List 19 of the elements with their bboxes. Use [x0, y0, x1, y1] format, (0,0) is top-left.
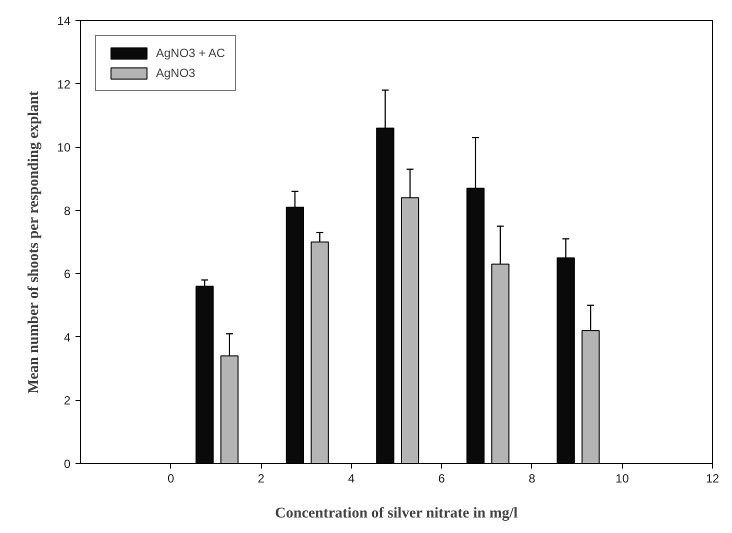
y-tick-label: 14	[57, 14, 71, 28]
x-axis-title: Concentration of silver nitrate in mg/l	[275, 506, 518, 522]
y-tick-label: 6	[64, 267, 71, 282]
x-tick-label: 10	[616, 472, 630, 486]
x-tick-label: 4	[348, 472, 356, 486]
y-tick-label: 4	[64, 330, 71, 344]
y-tick-label: 10	[57, 140, 71, 155]
y-tick-label: 12	[57, 77, 71, 92]
x-tick-label: 12	[706, 472, 720, 486]
x-tick-label: 8	[528, 472, 536, 486]
x-tick-label: 0	[167, 472, 174, 486]
y-axis-title: Mean number of shoots per responding explant	[26, 90, 42, 394]
y-tick-label: 8	[64, 204, 71, 218]
y-tick-label: 0	[64, 457, 71, 471]
legend-label: AgNO3 + AC	[156, 46, 226, 60]
x-tick-label: 6	[438, 472, 446, 486]
y-tick-label: 2	[64, 394, 71, 408]
x-tick-label: 2	[258, 472, 265, 486]
legend-label: AgNO3	[156, 66, 196, 80]
